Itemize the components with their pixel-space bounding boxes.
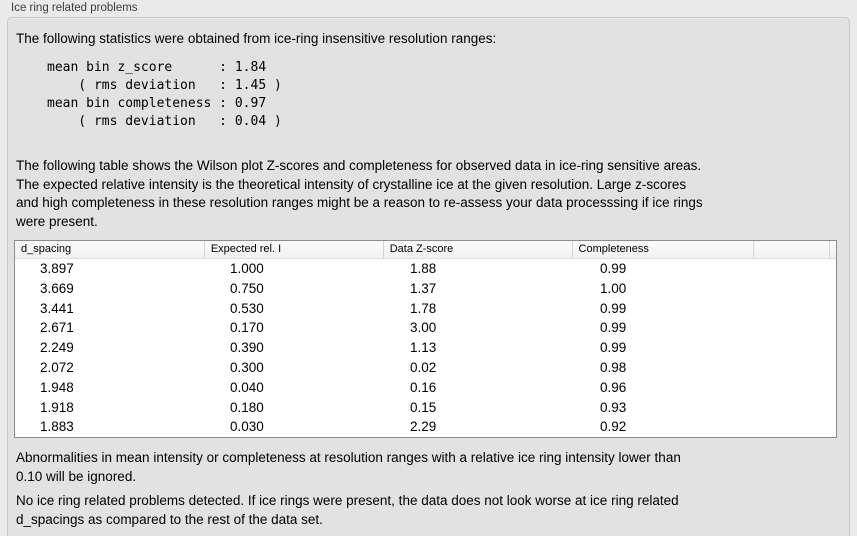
table-cell: 1.37 [410, 280, 437, 296]
table-cell: 0.15 [410, 399, 437, 415]
table-cell: 3.669 [40, 280, 74, 296]
table-cell: 1.000 [230, 261, 264, 276]
table-cell: 0.92 [600, 419, 627, 435]
table-cell: 0.96 [600, 379, 627, 395]
table-cell: 2.29 [410, 419, 437, 435]
table-cell: 1.78 [410, 300, 437, 316]
table-cell: 0.99 [600, 340, 627, 356]
table-cell: 0.98 [600, 359, 627, 375]
table-row[interactable]: 1.918 0.180 0.15 0.93 [15, 398, 836, 418]
column-header-empty[interactable] [753, 241, 829, 258]
column-header-d-spacing[interactable]: d_spacing [21, 243, 72, 255]
table-cell: 0.16 [410, 379, 437, 395]
table-cell: 0.030 [230, 419, 264, 435]
table-cell: 2.671 [40, 320, 74, 336]
table-cell: 0.99 [600, 300, 627, 316]
table-cell: 3.441 [40, 300, 74, 316]
table-row[interactable]: 1.883 0.030 2.29 0.92 [15, 417, 836, 437]
table-row[interactable]: 1.948 0.040 0.16 0.96 [15, 378, 836, 398]
table-cell: 1.13 [410, 340, 437, 356]
table-cell: 0.99 [600, 261, 627, 276]
panel-title: Ice ring related problems [11, 2, 138, 14]
table-cell: 0.750 [230, 280, 264, 296]
table-cell: 0.180 [230, 399, 264, 415]
table-cell: 2.072 [40, 359, 74, 375]
table-row[interactable]: 3.669 0.750 1.37 1.00 [15, 279, 836, 299]
table-cell: 0.93 [600, 399, 627, 415]
conclusion-text: No ice ring related problems detected. I… [16, 493, 679, 527]
table-row[interactable]: 2.072 0.300 0.02 0.98 [15, 358, 836, 378]
table-cell: 0.99 [600, 320, 627, 336]
table-cell: 1.948 [40, 379, 74, 395]
column-header-data-z-score[interactable]: Data Z-score [382, 241, 572, 258]
table-cell: 3.00 [410, 320, 437, 336]
statistics-block: mean bin z_score : 1.84 ( rms deviation … [47, 60, 282, 129]
table-cell: 0.300 [230, 359, 264, 375]
table-cell: 2.249 [40, 340, 74, 356]
table-cell: 0.170 [230, 320, 264, 336]
table-cell: 1.883 [40, 419, 74, 435]
table-cell: 3.897 [40, 261, 74, 276]
ice-ring-table: d_spacing Expected rel. I Data Z-score C… [14, 240, 837, 439]
column-header-filler [828, 241, 836, 258]
column-header-expected-rel-i[interactable]: Expected rel. I [203, 241, 383, 258]
ignore-note: Abnormalities in mean intensity or compl… [16, 450, 681, 484]
table-description: The following table shows the Wilson plo… [16, 158, 703, 229]
intro-text: The following statistics were obtained f… [16, 31, 497, 46]
table-row[interactable]: 2.249 0.390 1.13 0.99 [15, 338, 836, 358]
table-cell: 0.530 [230, 300, 264, 316]
table-row[interactable]: 2.671 0.170 3.00 0.99 [15, 318, 836, 338]
table-row[interactable]: 3.441 0.530 1.78 0.99 [15, 299, 836, 319]
table-cell: 1.88 [410, 261, 437, 276]
table-row[interactable]: 3.897 1.000 1.88 0.99 [15, 259, 836, 279]
column-header-completeness[interactable]: Completeness [571, 241, 754, 258]
table-cell: 0.390 [230, 340, 264, 356]
table-cell: 1.918 [40, 399, 74, 415]
table-cell: 0.02 [410, 359, 437, 375]
table-header-row: d_spacing Expected rel. I Data Z-score C… [15, 241, 836, 259]
table-cell: 0.040 [230, 379, 264, 395]
table-body: 3.897 1.000 1.88 0.99 3.669 0.750 1.37 1.00 3.44… [15, 259, 836, 437]
table-cell: 1.00 [600, 280, 627, 296]
